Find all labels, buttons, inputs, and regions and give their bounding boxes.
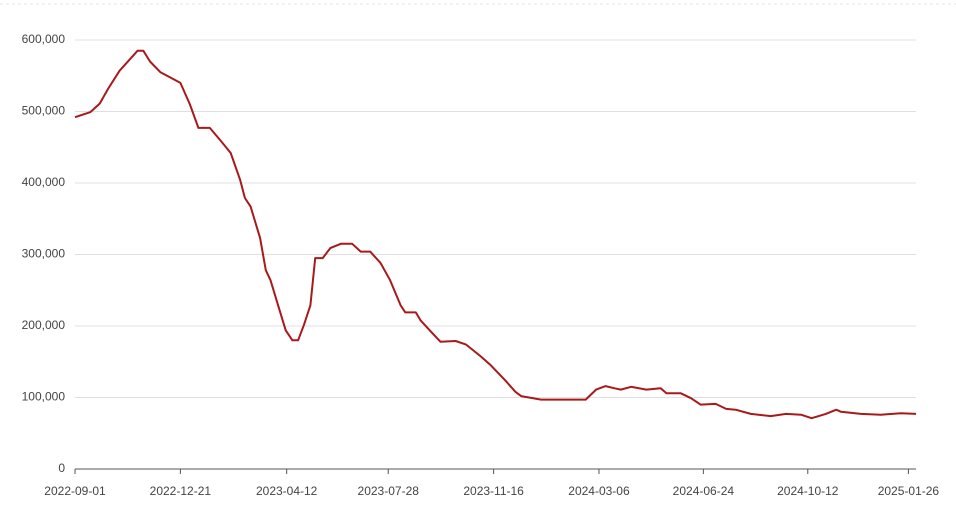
y-tick-label: 0 [58, 461, 65, 475]
y-tick-label: 500,000 [22, 104, 66, 118]
y-tick-label: 100,000 [22, 390, 66, 404]
x-tick-label: 2024-03-06 [568, 484, 630, 498]
y-tick-label: 300,000 [22, 247, 66, 261]
x-tick-label: 2022-12-21 [150, 484, 212, 498]
y-tick-label: 600,000 [22, 32, 66, 46]
x-tick-label: 2023-07-28 [358, 484, 420, 498]
x-tick-label: 2023-04-12 [256, 484, 318, 498]
y-tick-label: 200,000 [22, 318, 66, 332]
x-tick-label: 2024-06-24 [673, 484, 735, 498]
data-line [74, 49, 917, 420]
x-tick-label: 2024-10-12 [777, 484, 839, 498]
y-tick-label: 400,000 [22, 175, 66, 189]
x-tick-label: 2022-09-01 [44, 484, 106, 498]
x-tick-label: 2025-01-26 [878, 484, 940, 498]
x-tick-label: 2023-11-16 [463, 484, 524, 498]
